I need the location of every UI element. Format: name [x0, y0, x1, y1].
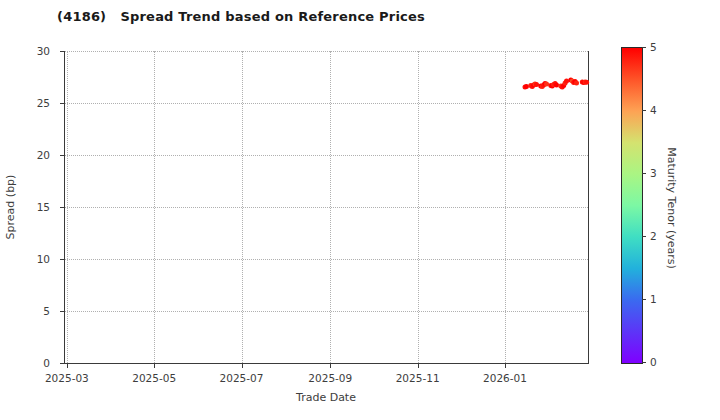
- data-point: [584, 80, 589, 85]
- data-point: [554, 83, 559, 88]
- data-point: [574, 81, 579, 86]
- data-point: [564, 79, 569, 84]
- spread-trend-chart: (4186) Spread Trend based on Reference P…: [0, 0, 720, 420]
- data-point: [534, 82, 539, 87]
- data-point: [524, 84, 529, 89]
- data-point: [544, 82, 549, 87]
- scatter-points: [0, 0, 720, 420]
